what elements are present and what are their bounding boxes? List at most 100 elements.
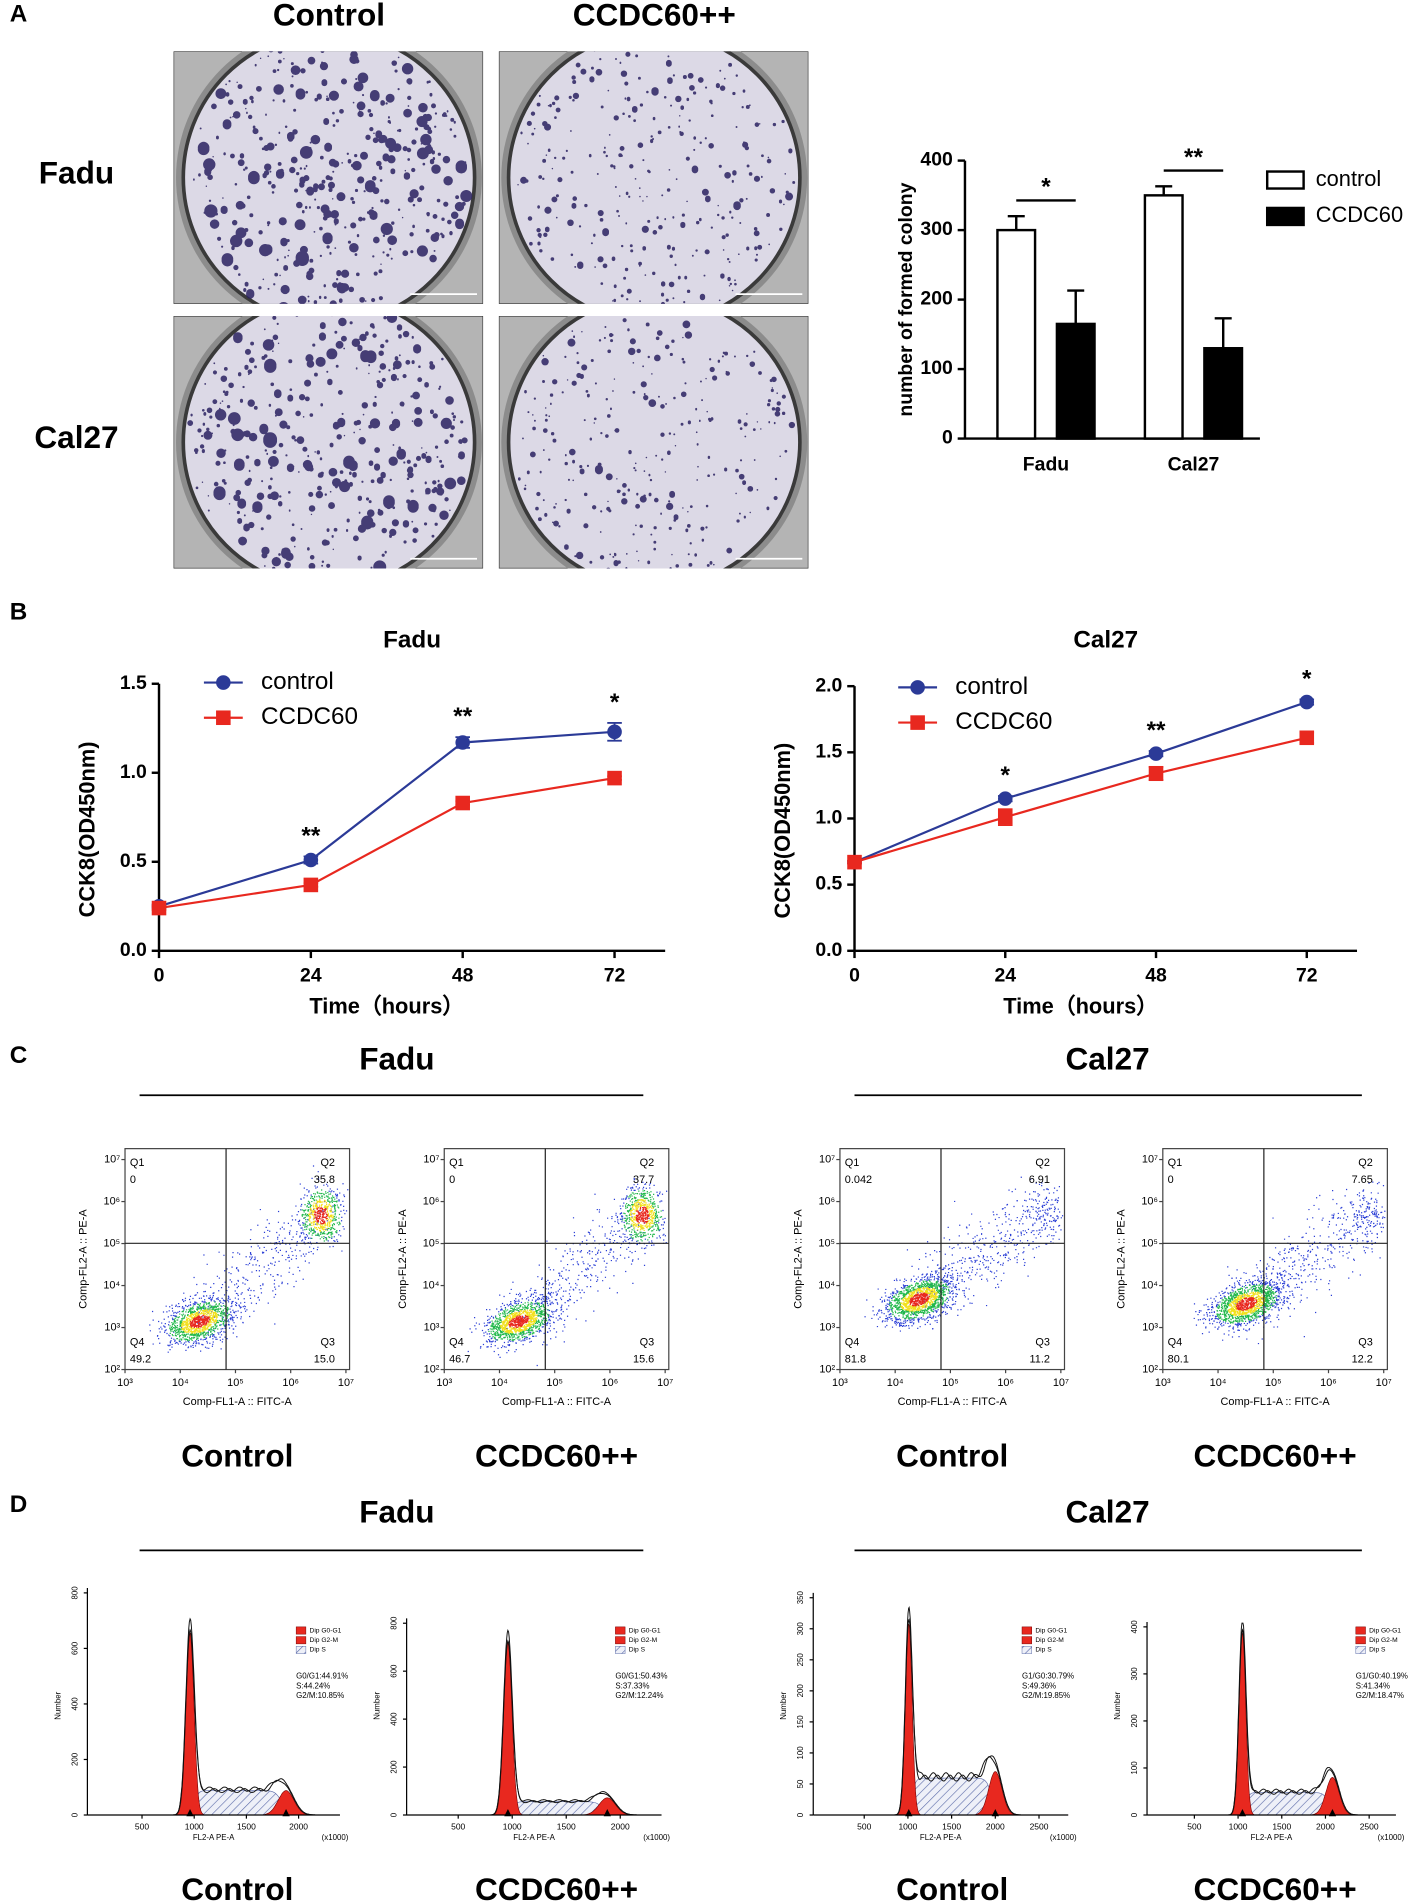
dish: [506, 51, 802, 304]
x-tick-label: 1000: [185, 1821, 204, 1831]
y-tick-label: 0.5: [120, 850, 147, 872]
colony-photo: [498, 315, 809, 569]
x-axis-label: FL2-A PE-A: [193, 1833, 235, 1842]
x-tick-label: 0: [849, 964, 860, 986]
y-tick-label: 10²: [1142, 1363, 1158, 1375]
y-axis-label: number of formed colony: [895, 182, 917, 416]
x-tick-label: 10⁴: [172, 1377, 189, 1389]
quadrant-value: 49.2: [130, 1354, 151, 1366]
y-tick-label: 50: [796, 1779, 805, 1788]
x-tick-label: 10⁷: [338, 1377, 354, 1389]
y-tick-label: 800: [390, 1616, 399, 1630]
quadrant-value: 0: [1168, 1174, 1174, 1186]
x-tick-label: 10⁶: [1320, 1377, 1337, 1389]
significance-label: **: [1147, 717, 1166, 744]
colonies: [193, 51, 473, 304]
x-tick-label: Fadu: [1023, 453, 1069, 475]
quadrant-name: Q2: [640, 1157, 655, 1169]
sample-label: CCDC60++: [1194, 1871, 1357, 1904]
plot-frame: [124, 1148, 351, 1371]
event-dots: [467, 1177, 668, 1367]
quadrant-value: 15.0: [314, 1354, 335, 1366]
legend-swatch: [1265, 170, 1305, 190]
x-tick-label: 10⁷: [1376, 1377, 1392, 1389]
x-tick-label: 10⁷: [1053, 1377, 1069, 1389]
y-tick-label: 1.0: [120, 761, 147, 783]
event-dots: [888, 1279, 950, 1320]
y-tick-label: 10⁷: [1142, 1153, 1158, 1165]
x-tick-label: 10⁶: [282, 1377, 299, 1389]
x-tick-label: 1000: [503, 1821, 522, 1831]
y-tick-label: 600: [70, 1641, 79, 1655]
x-tick-label: 10³: [117, 1377, 133, 1389]
legend-label: Dip G2-M: [1035, 1637, 1063, 1644]
y-axis-label: CCK8(OD450nm): [74, 741, 99, 917]
y-tick-label: 10⁴: [423, 1279, 440, 1291]
phase-stat: G2/M:12.24%: [615, 1691, 663, 1700]
x-axis-label: FL2-A PE-A: [1251, 1833, 1293, 1842]
point: [847, 854, 862, 870]
quadrant-value: 6.91: [1029, 1174, 1050, 1186]
quadrant-value: 46.7: [449, 1354, 470, 1366]
peak-marker: [603, 1808, 611, 1817]
legend-label: Dip G2-M: [1369, 1637, 1397, 1644]
y-tick-label: 200: [1130, 1714, 1139, 1728]
phase-stat: G0/G1:44.91%: [296, 1672, 348, 1681]
point: [1148, 766, 1164, 781]
legend-label: CCDC60: [1316, 202, 1403, 227]
peak-marker: [282, 1808, 290, 1817]
y-tick-label: 10⁴: [818, 1279, 835, 1291]
y-tick-label: 200: [796, 1684, 805, 1698]
y-tick-label: 10⁶: [818, 1195, 835, 1207]
point: [455, 735, 470, 750]
legend-label: Dip G0-G1: [1035, 1627, 1067, 1634]
phase-g0g1: [404, 1642, 662, 1816]
y-tick-label: 10²: [819, 1363, 835, 1375]
y-tick-label: 0: [390, 1812, 399, 1817]
y-tick-label: 0: [1130, 1812, 1139, 1817]
legend-marker: [910, 715, 925, 730]
phase-stat: G2/M:18.47%: [1356, 1691, 1404, 1700]
y-tick-label: 10³: [819, 1321, 835, 1333]
series-line: [158, 730, 615, 908]
legend-marker: [910, 680, 925, 695]
peak-marker: [905, 1808, 913, 1817]
x-axis-label: Comp-FL1-A :: FITC-A: [183, 1396, 293, 1408]
legend-swatch: [295, 1626, 307, 1635]
legend-swatch: [1355, 1626, 1366, 1635]
y-axis-label: Comp-FL2-A :: PE-A: [793, 1209, 805, 1309]
quadrant-value: 7.65: [1352, 1174, 1373, 1186]
y-tick-label: 10³: [104, 1321, 120, 1333]
x-axis-label: FL2-A PE-A: [513, 1833, 555, 1842]
phase-s: [820, 1777, 1069, 1816]
legend-swatch: [1355, 1636, 1366, 1645]
x-unit-label: (x1000): [1378, 1833, 1405, 1842]
y-tick-label: 100: [796, 1746, 805, 1760]
x-tick-label: 500: [451, 1821, 465, 1831]
y-tick-label: 10³: [1142, 1321, 1158, 1333]
legend-label: Dip S: [1369, 1647, 1386, 1654]
y-tick-label: 10⁷: [104, 1153, 120, 1165]
x-tick-label: 500: [1187, 1821, 1201, 1831]
quadrant-name: Q1: [130, 1157, 145, 1169]
x-tick-label: 10⁷: [657, 1377, 673, 1389]
y-tick-label: 10⁴: [1141, 1279, 1158, 1291]
legend-marker: [216, 710, 231, 726]
row-label: Cal27: [34, 419, 118, 455]
point: [1148, 746, 1164, 761]
x-tick-label: 2000: [986, 1821, 1005, 1831]
event-dots: [900, 1286, 938, 1312]
y-axis-label: Number: [779, 1691, 788, 1719]
x-tick-label: 10⁶: [602, 1377, 619, 1389]
y-tick-label: 200: [70, 1752, 79, 1766]
legend-swatch: [615, 1636, 626, 1645]
x-tick-label: 10³: [832, 1377, 848, 1389]
x-tick-label: 10⁵: [227, 1377, 244, 1389]
y-tick-label: 0: [942, 427, 953, 449]
sample-label: Control: [896, 1871, 1008, 1904]
y-tick-label: 300: [920, 218, 952, 240]
y-tick-label: 400: [1130, 1620, 1139, 1634]
y-axis-label: Comp-FL2-A :: PE-A: [1115, 1209, 1127, 1309]
significance-label: *: [610, 689, 620, 716]
